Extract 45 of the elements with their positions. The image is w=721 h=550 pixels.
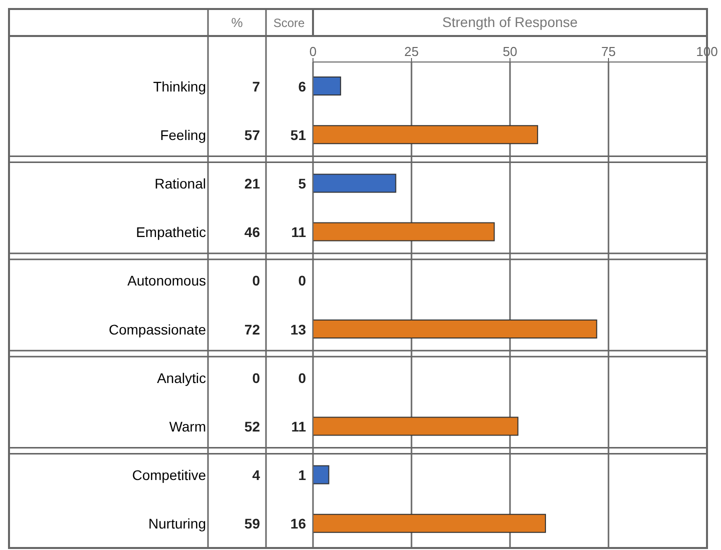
text: 11 — [291, 224, 306, 240]
text: 72 — [244, 321, 260, 338]
x-tick-label: 0 — [309, 44, 317, 59]
bar — [313, 320, 598, 338]
y-tick-label: Autonomous — [127, 272, 206, 289]
y-tick-label: Competitive — [132, 467, 206, 484]
bar — [313, 514, 546, 533]
y-tick-label: Rational — [154, 176, 206, 192]
bar — [313, 174, 396, 193]
x-axis-title: Strength of Response — [442, 14, 578, 30]
y-tick-label: Thinking — [153, 78, 206, 94]
text: 6 — [298, 78, 306, 94]
text: 16 — [290, 516, 306, 532]
x-tick-label: 25 — [404, 44, 419, 59]
bar — [313, 222, 495, 242]
bar — [313, 416, 518, 436]
text: 0 — [252, 370, 260, 386]
text: 59 — [244, 516, 260, 532]
text: 51 — [290, 126, 306, 143]
text: 57 — [244, 126, 260, 143]
text: % — [231, 15, 244, 30]
y-tick-label: Warm — [169, 418, 206, 434]
text: 52 — [244, 418, 260, 434]
text: 1 — [298, 467, 306, 484]
y-tick-label: Analytic — [156, 370, 206, 386]
text: 11 — [291, 418, 306, 434]
text: 4 — [252, 467, 260, 484]
x-tick-label: 50 — [502, 44, 518, 59]
text: 46 — [244, 224, 260, 240]
text: 0 — [298, 370, 306, 386]
text: 21 — [244, 176, 260, 192]
bar — [313, 76, 342, 96]
text: 5 — [298, 176, 306, 192]
text: 13 — [290, 321, 306, 338]
text: 0 — [252, 272, 260, 289]
y-tick-label: Nurturing — [148, 516, 206, 532]
x-tick-label: 75 — [601, 44, 616, 59]
y-tick-label: Feeling — [160, 126, 206, 143]
bar — [313, 125, 538, 144]
y-tick-label: Compassionate — [108, 321, 206, 338]
text: 7 — [252, 78, 260, 94]
bar — [313, 465, 330, 484]
text: 0 — [298, 272, 306, 289]
y-tick-label: Empathetic — [136, 224, 206, 240]
text: Score — [273, 16, 305, 30]
